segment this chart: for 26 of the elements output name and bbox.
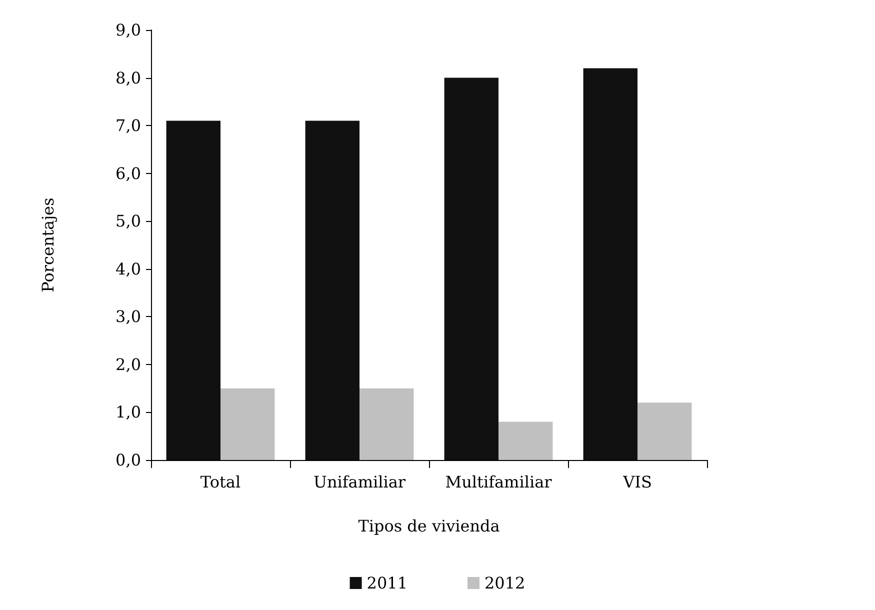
bar xyxy=(444,78,498,460)
x-tick-label: Multifamiliar xyxy=(445,472,552,492)
x-tick-label: VIS xyxy=(622,472,652,492)
y-tick-label: 8,0 xyxy=(116,68,141,88)
y-tick-label: 1,0 xyxy=(116,402,141,422)
bar xyxy=(498,422,553,460)
bar xyxy=(638,402,692,460)
y-axis-title: Porcentajes xyxy=(38,198,58,292)
bar xyxy=(220,388,275,460)
x-tick-label: Total xyxy=(200,472,241,492)
y-tick-label: 4,0 xyxy=(116,259,141,278)
y-tick-label: 7,0 xyxy=(116,116,141,136)
x-tick-label: Unifamiliar xyxy=(313,472,406,492)
bar xyxy=(166,120,220,460)
y-tick-label: 9,0 xyxy=(116,20,141,40)
y-tick-label: 3,0 xyxy=(116,307,141,326)
y-tick-label: 6,0 xyxy=(116,164,141,183)
legend-label: 2011 xyxy=(366,574,408,592)
bar xyxy=(305,120,360,460)
y-tick-label: 2,0 xyxy=(116,354,141,374)
y-tick-label: 5,0 xyxy=(116,212,141,231)
legend-label: 2012 xyxy=(484,574,526,592)
bar xyxy=(583,68,638,460)
y-tick-label: 0,0 xyxy=(116,450,141,470)
x-axis-title: Tipos de vivienda xyxy=(358,516,500,536)
bar xyxy=(360,388,414,460)
